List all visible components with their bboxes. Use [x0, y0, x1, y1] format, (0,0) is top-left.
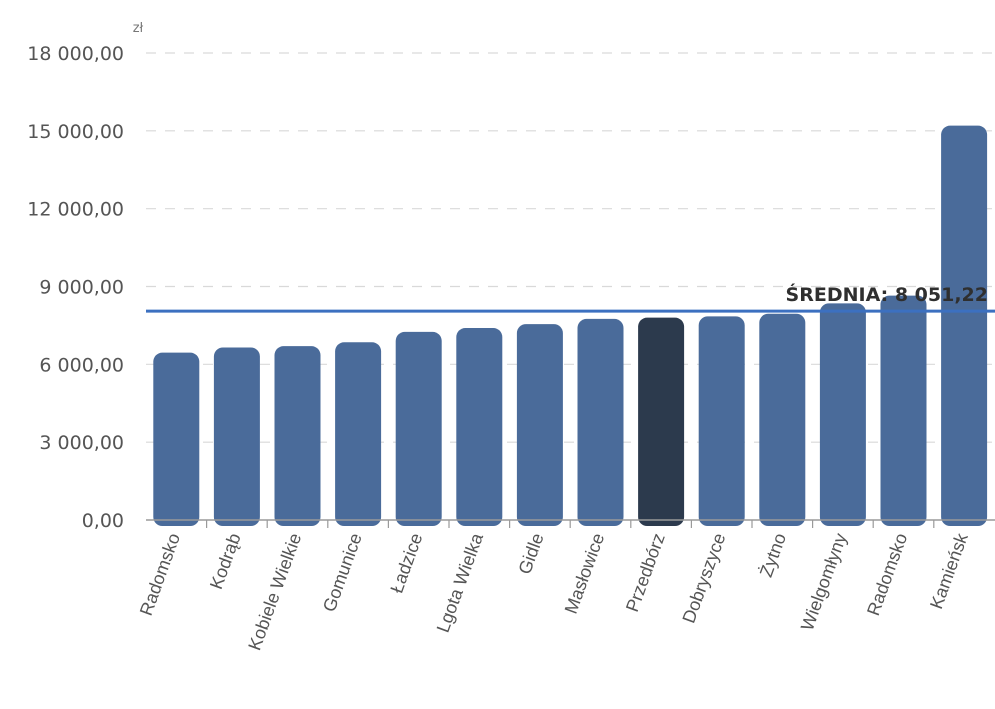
y-axis-unit-label: zł — [133, 21, 144, 36]
category-label: Dobryszyce — [679, 531, 730, 626]
y-tick-label: 9 000,00 — [39, 277, 124, 299]
average-label: ŚREDNIA: 8 051,22 — [786, 282, 988, 306]
bar-7 — [577, 318, 624, 526]
category-label: Ładzice — [386, 531, 426, 596]
y-tick-label: 15 000,00 — [27, 121, 124, 143]
category-label: Radomsko — [136, 531, 184, 619]
y-tick-label: 12 000,00 — [27, 199, 124, 221]
x-axis-ticks — [206, 520, 935, 528]
x-axis-category-labels: Radomsko Kodrąb Kobiele Wielkie Gomunice Ład… — [136, 530, 972, 653]
category-label: Masłowice — [561, 531, 609, 617]
y-tick-label: 6 000,00 — [39, 354, 124, 376]
category-label: Żytno — [756, 531, 790, 580]
bar-3 — [335, 342, 382, 526]
bar-8 — [638, 317, 685, 526]
gridlines — [146, 52, 995, 443]
y-tick-label: 3 000,00 — [39, 432, 124, 454]
category-label: Radomsko — [863, 531, 911, 619]
bar-10 — [759, 313, 806, 526]
category-label: Gomunice — [319, 531, 366, 615]
category-label: Wielgomłyny — [797, 531, 851, 634]
category-label: Przedbórz — [622, 531, 669, 615]
bar-12 — [880, 295, 927, 526]
y-axis-tick-labels: 0,00 3 000,00 6 000,00 9 000,00 12 000,00 15 … — [27, 43, 124, 532]
bar-2 — [274, 346, 321, 526]
category-label: Lgota Wielka — [433, 530, 488, 636]
category-label: Kamieńsk — [926, 530, 972, 612]
y-tick-label: 18 000,00 — [27, 43, 124, 65]
bar-11 — [819, 303, 866, 526]
bar-1 — [213, 347, 260, 526]
bars — [153, 125, 988, 527]
bar-0 — [153, 352, 200, 526]
bar-4 — [395, 331, 442, 526]
bar-13 — [941, 125, 988, 527]
bar-5 — [456, 328, 503, 526]
category-label: Kodrąb — [206, 531, 245, 592]
bar-9 — [698, 316, 745, 526]
category-label: Kobiele Wielkie — [244, 531, 305, 653]
y-tick-label: 0,00 — [82, 510, 124, 532]
category-label: Gidle — [514, 531, 547, 577]
bar-6 — [516, 324, 563, 526]
